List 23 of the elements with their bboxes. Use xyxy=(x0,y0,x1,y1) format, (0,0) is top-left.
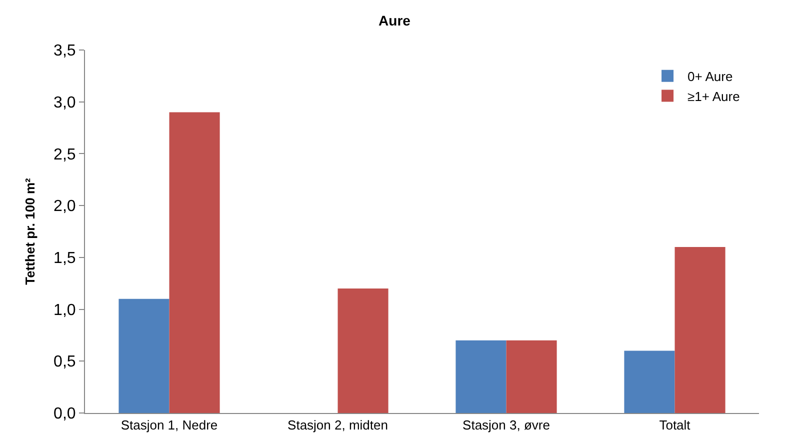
bar xyxy=(169,112,220,413)
y-tick-label: 0,5 xyxy=(54,354,76,371)
bar xyxy=(118,298,170,413)
y-tick-label: 1,0 xyxy=(54,302,76,319)
x-tick-label: Stasjon 3, øvre xyxy=(462,418,550,433)
y-tick-label: 3,5 xyxy=(54,42,76,60)
bar xyxy=(674,247,726,413)
y-tick-label: 1,5 xyxy=(54,250,76,268)
y-tick-label: 2,0 xyxy=(54,198,76,216)
legend-label: 0+ Aure xyxy=(688,68,733,84)
bar xyxy=(624,350,675,413)
bar xyxy=(456,340,506,413)
x-tick-label: Stasjon 1, Nedre xyxy=(120,418,218,433)
y-tick-label: 2,5 xyxy=(54,146,76,164)
x-tick-label: Stasjon 2, midten xyxy=(288,418,388,433)
bar xyxy=(506,340,557,413)
bar xyxy=(338,288,388,413)
y-tick-label: 3,0 xyxy=(54,94,76,112)
x-tick-label: Totalt xyxy=(659,418,691,433)
legend-label: ≥1+ Aure xyxy=(688,88,740,104)
y-tick-label: 0,0 xyxy=(54,406,76,423)
chart-title: Aure xyxy=(378,12,411,28)
y-axis-title: Tetthet pr. 100 m² xyxy=(22,178,38,285)
